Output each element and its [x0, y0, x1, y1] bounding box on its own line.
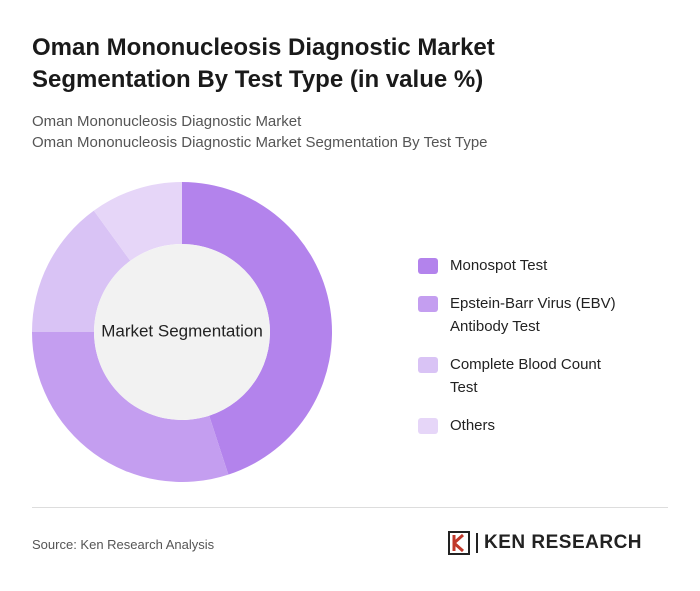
donut-hole [94, 244, 270, 420]
subtitle: Oman Mononucleosis Diagnostic Market [32, 113, 302, 130]
legend-item: Epstein-Barr Virus (EBV) Antibody Test [418, 292, 668, 338]
legend-item: Others [418, 414, 668, 437]
legend-swatch [418, 418, 438, 434]
logo-text: KEN RESEARCH [484, 532, 643, 553]
legend: Monospot Test Epstein-Barr Virus (EBV) An… [418, 254, 668, 452]
source: Source: Ken Research Analysis [32, 537, 215, 552]
subtitle: Oman Mononucleosis Diagnostic Market Seg… [32, 134, 488, 151]
donut-segment [182, 182, 333, 475]
logo: KEN RESEARCH [448, 531, 642, 555]
legend-label: Others [450, 417, 496, 434]
legend-label: Monospot Test [450, 257, 548, 274]
legend-item: Monospot Test [418, 254, 668, 277]
donut-segment [93, 182, 182, 261]
legend-label: Epstein-Barr Virus (EBV) Antibody Test [450, 295, 616, 335]
legend-swatch [418, 357, 438, 373]
divider [32, 507, 668, 508]
chart-title: Oman Mononucleosis Diagnostic Market Seg… [32, 34, 495, 93]
center-label: Market Segmentation [101, 321, 263, 340]
donut-segment [32, 210, 131, 332]
logo-icon [448, 531, 470, 555]
donut-chart: Market Segmentation [32, 182, 333, 483]
legend-item: Complete Blood Count Test [418, 353, 668, 399]
legend-swatch [418, 296, 438, 312]
legend-swatch [418, 258, 438, 274]
donut-segment [32, 332, 229, 483]
legend-label: Complete Blood Count Test [450, 356, 601, 396]
